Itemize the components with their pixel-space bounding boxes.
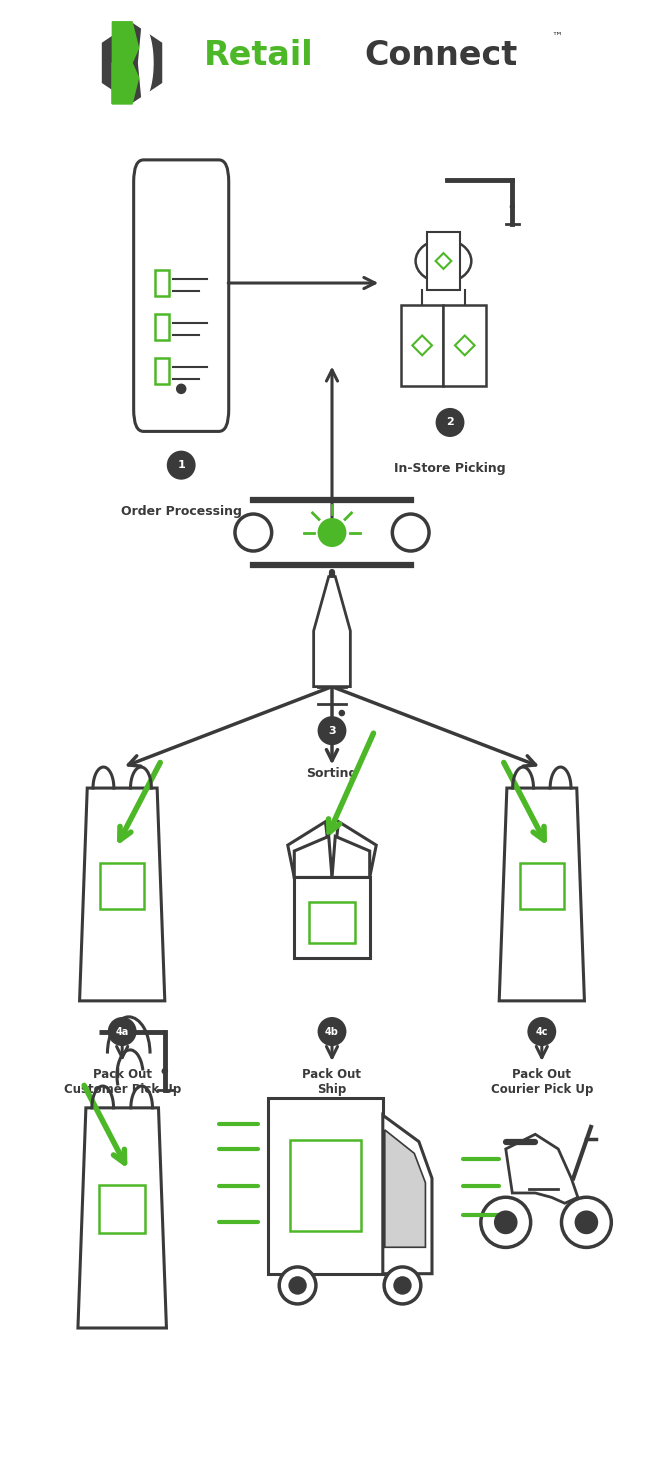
FancyBboxPatch shape [401, 306, 444, 385]
Polygon shape [383, 1116, 432, 1274]
Polygon shape [294, 837, 332, 877]
Polygon shape [112, 63, 139, 103]
FancyBboxPatch shape [155, 359, 169, 384]
Ellipse shape [481, 1197, 531, 1247]
Ellipse shape [108, 1017, 137, 1046]
Text: Connect: Connect [365, 38, 518, 72]
Ellipse shape [574, 1210, 598, 1234]
Ellipse shape [176, 384, 187, 394]
Polygon shape [384, 1129, 426, 1247]
FancyBboxPatch shape [268, 1098, 383, 1274]
Text: In-Store Picking: In-Store Picking [394, 462, 506, 475]
Text: Order Processing: Order Processing [121, 505, 242, 518]
Text: Retail: Retail [204, 38, 314, 72]
Polygon shape [102, 24, 161, 102]
Ellipse shape [339, 710, 345, 716]
Ellipse shape [436, 407, 464, 437]
Polygon shape [332, 822, 376, 877]
FancyBboxPatch shape [444, 306, 486, 385]
FancyBboxPatch shape [100, 862, 144, 909]
Ellipse shape [527, 1017, 556, 1046]
Ellipse shape [280, 1266, 316, 1303]
Polygon shape [313, 577, 351, 686]
Ellipse shape [317, 1017, 347, 1046]
Ellipse shape [235, 514, 272, 551]
Polygon shape [112, 22, 139, 103]
Text: Pack Out
Ship: Pack Out Ship [303, 1069, 361, 1097]
Ellipse shape [562, 1197, 612, 1247]
Polygon shape [80, 788, 165, 1001]
Polygon shape [78, 1108, 167, 1328]
Text: 4a: 4a [116, 1026, 129, 1036]
FancyBboxPatch shape [520, 862, 564, 909]
Text: Pack Out
Customer Pick Up: Pack Out Customer Pick Up [64, 1069, 181, 1097]
Text: 1: 1 [177, 461, 185, 471]
Ellipse shape [288, 1277, 307, 1294]
FancyBboxPatch shape [155, 314, 169, 341]
Polygon shape [499, 788, 584, 1001]
FancyBboxPatch shape [294, 877, 370, 958]
Ellipse shape [416, 239, 471, 282]
Text: 2: 2 [446, 418, 454, 428]
Polygon shape [455, 335, 475, 356]
FancyBboxPatch shape [309, 902, 355, 943]
Ellipse shape [510, 204, 515, 210]
Ellipse shape [161, 1067, 168, 1075]
Polygon shape [436, 252, 452, 269]
FancyBboxPatch shape [99, 1185, 145, 1234]
FancyBboxPatch shape [427, 232, 460, 291]
Ellipse shape [317, 716, 347, 745]
Text: 4c: 4c [536, 1026, 548, 1036]
Ellipse shape [392, 514, 429, 551]
Ellipse shape [393, 1277, 412, 1294]
Ellipse shape [317, 518, 347, 548]
Polygon shape [412, 335, 432, 356]
Polygon shape [332, 837, 370, 877]
Text: 4b: 4b [325, 1026, 339, 1036]
Ellipse shape [167, 450, 196, 480]
Text: Pack Out
Courier Pick Up: Pack Out Courier Pick Up [491, 1069, 593, 1097]
Text: 3: 3 [328, 726, 336, 735]
FancyBboxPatch shape [290, 1139, 361, 1231]
Ellipse shape [384, 1266, 421, 1303]
Polygon shape [288, 822, 332, 877]
Text: Sorting: Sorting [306, 768, 358, 781]
Text: ™: ™ [552, 31, 563, 41]
Polygon shape [506, 1134, 578, 1203]
Ellipse shape [494, 1210, 517, 1234]
FancyBboxPatch shape [155, 270, 169, 297]
Polygon shape [139, 24, 153, 102]
FancyBboxPatch shape [133, 159, 228, 431]
